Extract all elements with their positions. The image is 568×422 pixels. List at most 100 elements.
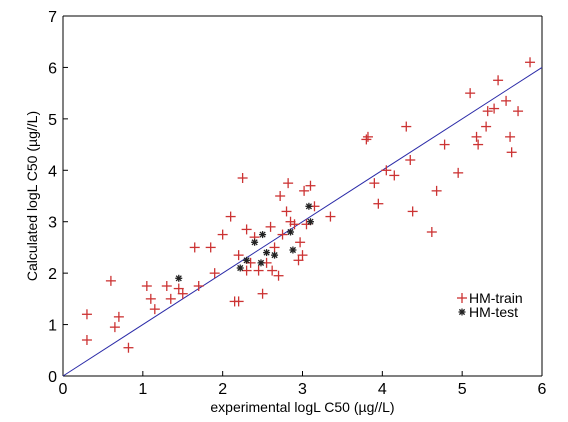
train-point: [217, 229, 228, 240]
train-point: [209, 268, 220, 279]
fit-line: [62, 67, 543, 377]
train-point: [506, 147, 517, 158]
test-point: [243, 256, 251, 264]
train-point: [295, 237, 306, 248]
x-axis-label: experimental logL C50 (µg//L): [210, 399, 394, 415]
test-point: [175, 274, 183, 282]
train-point: [161, 281, 172, 291]
test-point: [289, 246, 297, 254]
train-point: [145, 293, 156, 304]
train-point: [237, 173, 248, 183]
train-point: [381, 165, 392, 176]
legend: HM-train HM-test: [457, 290, 523, 320]
train-point: [149, 304, 160, 315]
train-point: [465, 88, 476, 99]
train-point: [225, 211, 236, 222]
y-tick-label: 0: [48, 369, 57, 386]
test-point: [259, 231, 267, 239]
train-point: [281, 206, 292, 217]
train-point: [123, 342, 134, 353]
legend-label-hm-train: HM-train: [469, 290, 523, 306]
y-tick-label: 2: [48, 266, 57, 283]
legend-marker-hm-test: [458, 308, 466, 316]
train-point: [325, 211, 336, 222]
x-tick-label: 6: [538, 381, 547, 398]
x-tick-label: 3: [298, 381, 307, 398]
legend-marker-hm-train: [457, 293, 467, 303]
train-point: [389, 170, 400, 181]
train-point: [241, 224, 252, 235]
train-point: [362, 131, 373, 142]
y-tick-label: 6: [48, 60, 57, 77]
train-point: [81, 335, 92, 345]
train-point: [426, 227, 437, 237]
train-point: [233, 296, 244, 307]
train-point: [405, 155, 416, 165]
train-point: [81, 309, 92, 320]
train-point: [257, 288, 268, 299]
train-point: [453, 167, 464, 178]
train-point: [301, 219, 312, 230]
train-point: [267, 265, 278, 276]
train-point: [165, 293, 176, 304]
train-point: [205, 242, 216, 253]
x-tick-label: 5: [458, 381, 467, 398]
legend-plus-marker: [457, 293, 467, 303]
train-point: [373, 198, 384, 209]
train-point: [277, 229, 288, 240]
train-point: [407, 206, 418, 217]
y-tick-label: 4: [48, 163, 57, 180]
train-point: [245, 257, 256, 268]
train-point: [482, 106, 493, 117]
train-point: [269, 242, 280, 253]
test-point: [236, 264, 244, 272]
train-point: [439, 139, 450, 150]
train-point: [273, 270, 284, 281]
test-point: [306, 218, 314, 226]
y-tick-label: 3: [48, 215, 57, 232]
legend-star-marker: [458, 308, 466, 316]
train-point: [241, 265, 252, 276]
train-point: [525, 57, 536, 68]
train-point: [285, 216, 296, 227]
train-point: [513, 106, 524, 117]
train-point: [481, 121, 492, 132]
train-point: [505, 131, 516, 142]
train-point: [109, 322, 120, 333]
train-point: [189, 242, 200, 253]
train-point: [369, 178, 380, 189]
train-point: [177, 288, 188, 299]
test-point: [257, 259, 265, 267]
test-point: [305, 202, 313, 210]
train-point: [305, 180, 316, 191]
legend-label-hm-test: HM-test: [469, 304, 518, 320]
x-tick-label: 2: [218, 381, 227, 398]
axis-ticks: 0 1 2 3 4 5 6 0 1 2 3 4 5 6 7: [48, 9, 546, 398]
train-point: [233, 250, 244, 261]
train-point: [501, 95, 512, 106]
test-point: [251, 238, 259, 246]
train-point: [253, 265, 264, 276]
train-point: [265, 221, 276, 232]
test-point: [263, 249, 271, 257]
data-points: [81, 57, 536, 353]
train-point: [113, 311, 124, 322]
train-point: [193, 281, 204, 291]
fit-line-group: [62, 67, 543, 377]
y-axis-label: Calculated logL C50 (µg//L): [24, 111, 40, 281]
y-tick-label: 7: [48, 9, 57, 26]
train-point: [289, 219, 300, 230]
train-point: [361, 134, 372, 145]
train-point: [173, 283, 184, 294]
train-point: [471, 131, 482, 142]
train-point: [105, 275, 116, 286]
test-point: [287, 228, 295, 236]
x-tick-label: 0: [59, 381, 68, 398]
train-point: [141, 281, 152, 291]
train-point: [493, 75, 504, 86]
plot-frame: [62, 15, 543, 377]
train-point: [275, 191, 286, 201]
train-point: [297, 250, 308, 261]
